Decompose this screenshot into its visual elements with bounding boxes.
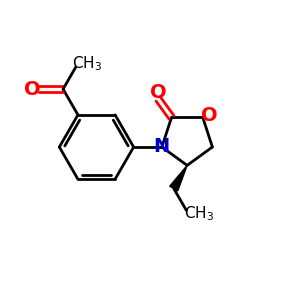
Text: O: O [201, 106, 217, 125]
Text: N: N [153, 137, 169, 156]
Polygon shape [170, 165, 187, 191]
Text: O: O [24, 80, 41, 99]
Text: CH$_3$: CH$_3$ [72, 54, 102, 73]
Text: CH$_3$: CH$_3$ [184, 205, 214, 223]
Text: O: O [150, 83, 167, 102]
